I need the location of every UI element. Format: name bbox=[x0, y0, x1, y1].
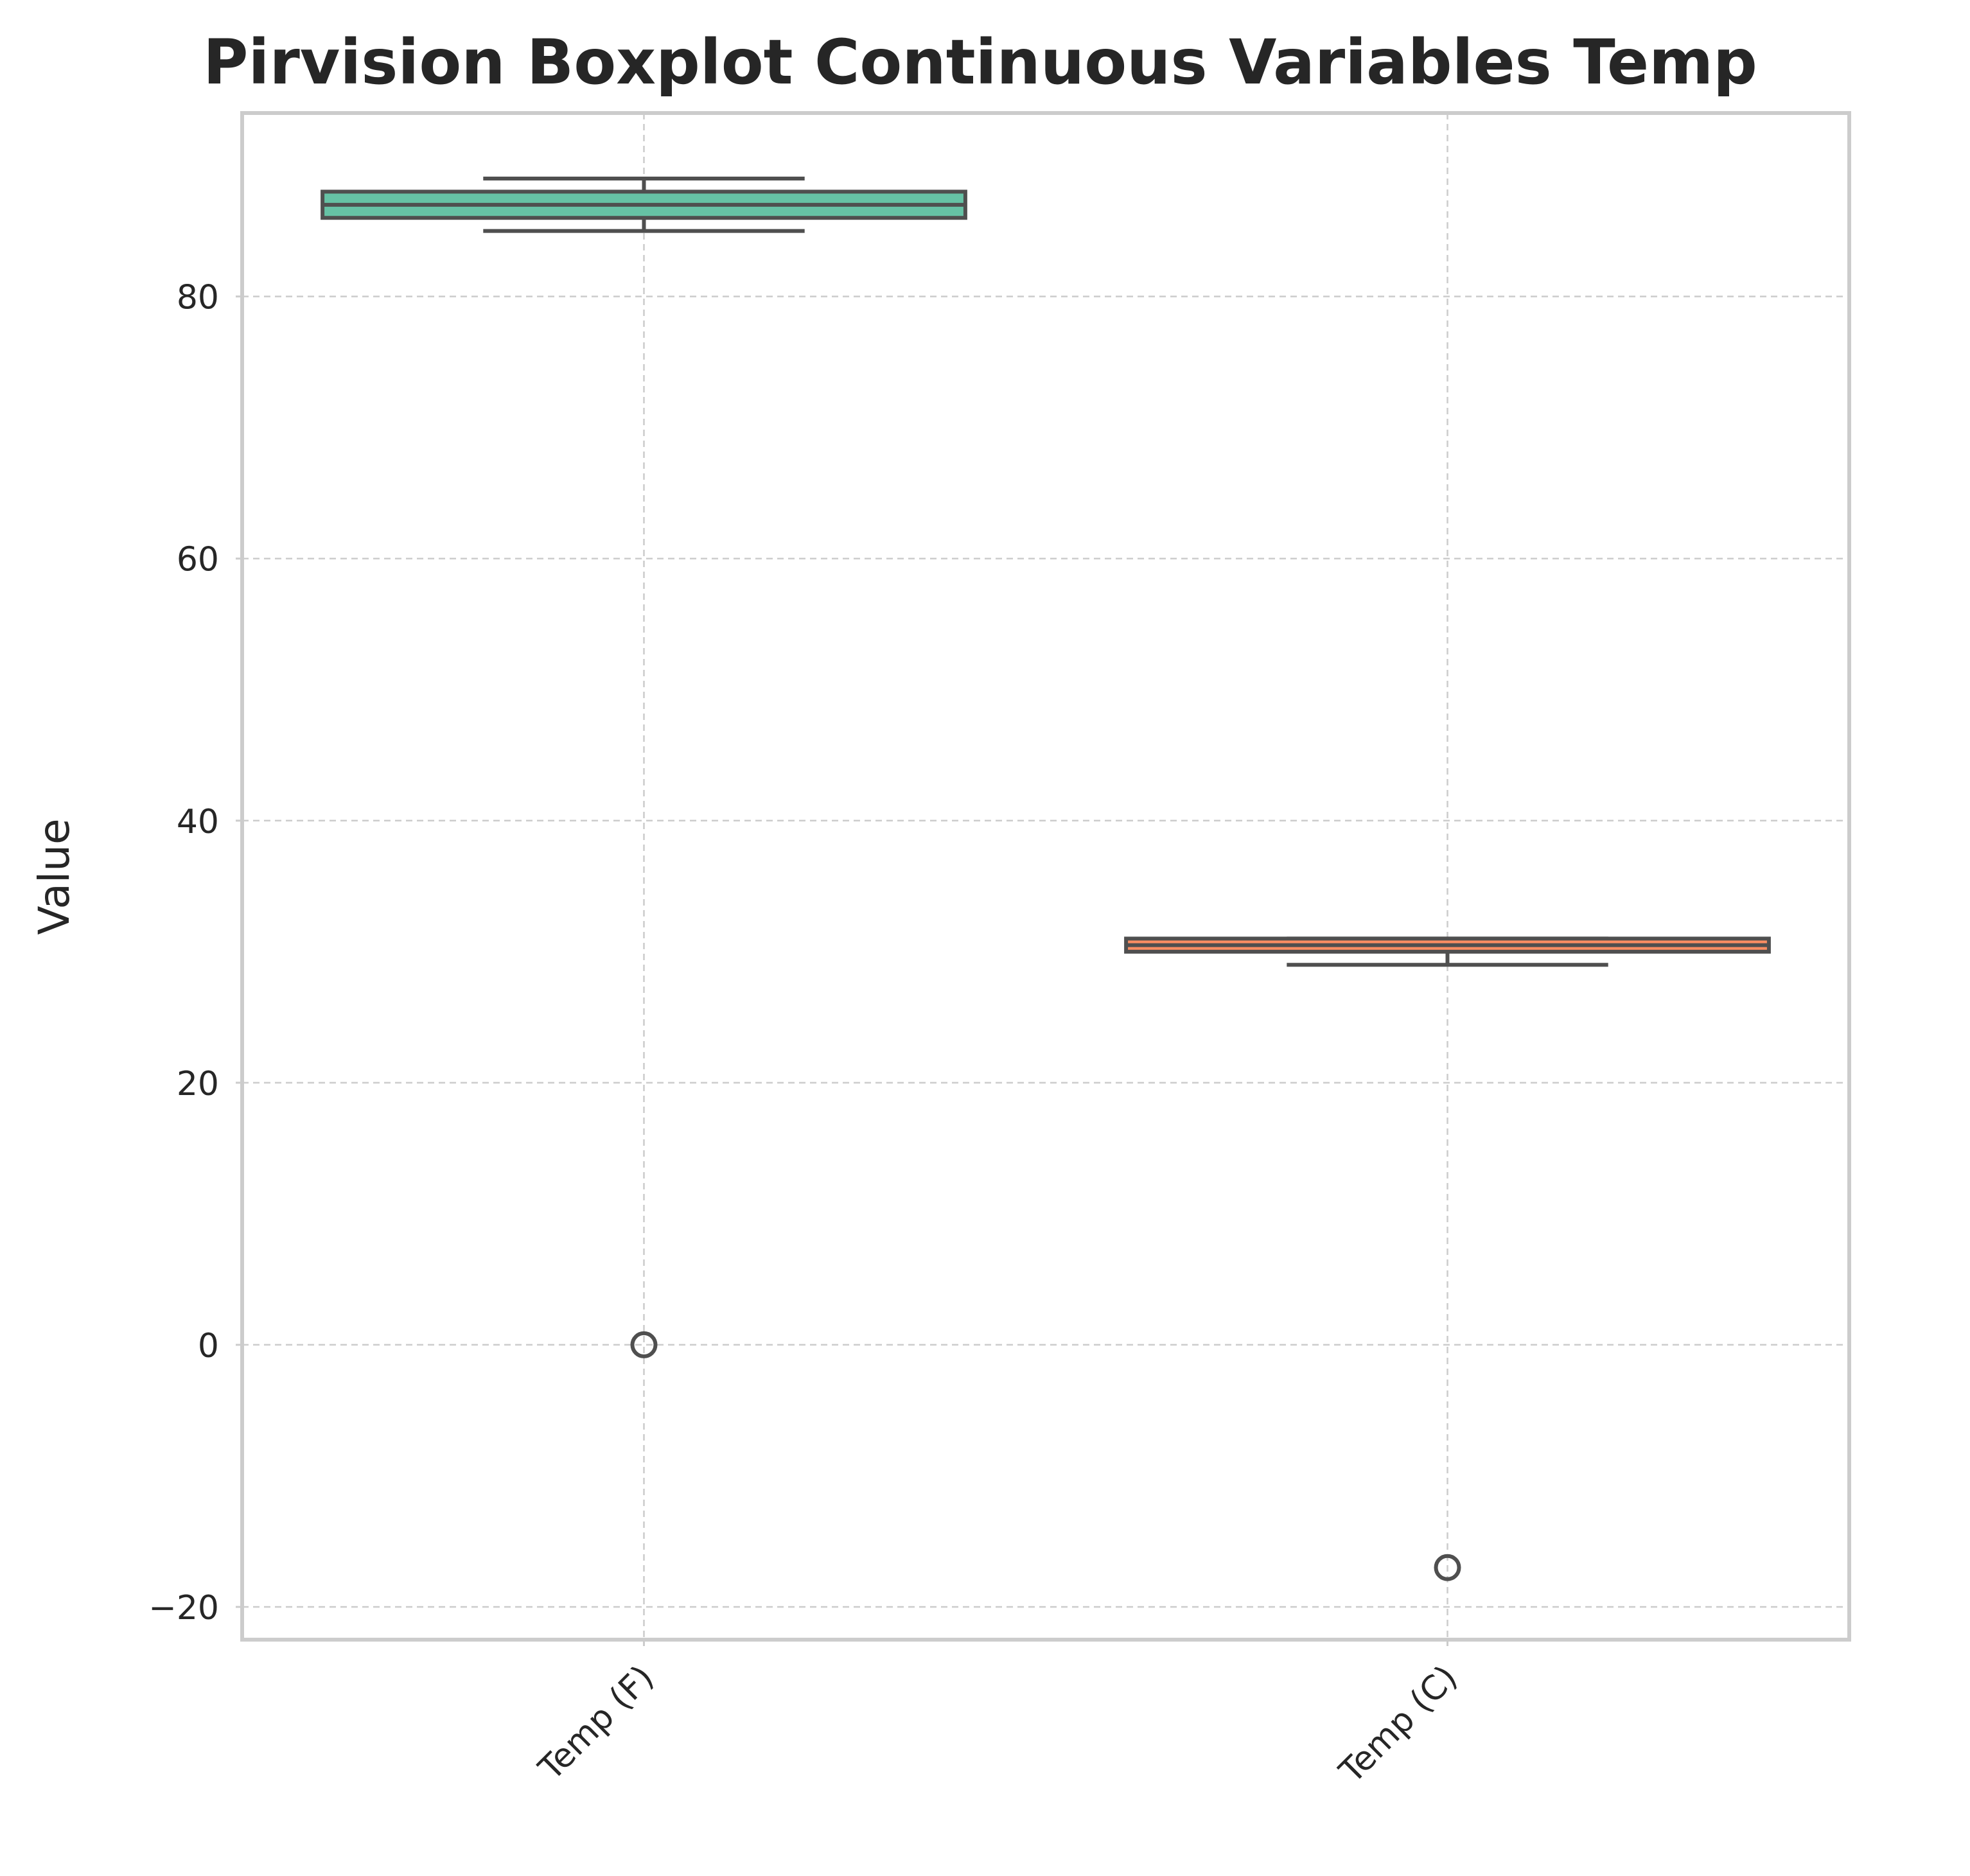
x-tick-label: Temp (F) bbox=[531, 1658, 662, 1789]
x-ticks: Temp (F) Temp (C) bbox=[531, 1640, 1465, 1791]
y-tick-label: −20 bbox=[148, 1589, 219, 1627]
y-tick-label: 80 bbox=[177, 279, 219, 317]
y-tick-label: 60 bbox=[177, 541, 219, 579]
box-temp-f bbox=[321, 177, 967, 1358]
plot-frame bbox=[240, 111, 1851, 1642]
chart-title: Pirvision Boxplot Continuous Variables T… bbox=[203, 26, 1757, 98]
y-tick-label: 40 bbox=[177, 803, 219, 841]
x-tick-label: Temp (C) bbox=[1332, 1658, 1465, 1791]
box-temp-c bbox=[1124, 936, 1771, 1581]
y-tick-label: 20 bbox=[177, 1065, 219, 1103]
y-ticks: −20 0 20 40 60 80 bbox=[148, 279, 242, 1627]
grid bbox=[242, 113, 1849, 1640]
y-tick-label: 0 bbox=[198, 1327, 219, 1365]
outlier-point bbox=[1434, 1554, 1461, 1581]
boxes bbox=[321, 177, 1771, 1581]
outlier-point bbox=[630, 1331, 658, 1358]
y-axis-label: Value bbox=[30, 818, 79, 934]
